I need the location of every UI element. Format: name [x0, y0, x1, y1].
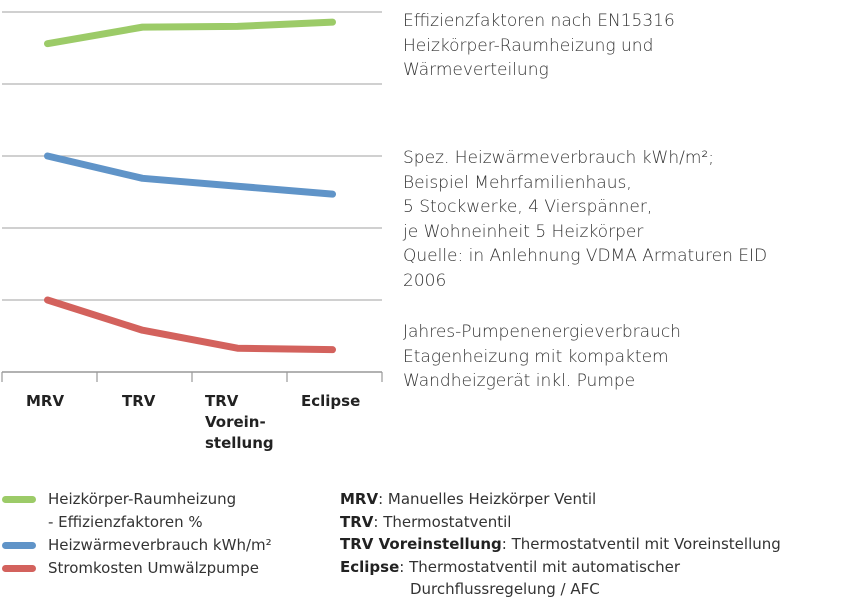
legend: Heizkörper-Raumheizung - Effizienzfaktore… — [0, 488, 272, 580]
legend-label: Heizwärmeverbrauch kWh/m² — [48, 534, 272, 557]
annotation-line: 2006 — [403, 270, 447, 291]
definition-text: : Thermostatventil mit automatischer — [399, 557, 681, 576]
annotation-line: Jahres-Pumpenenergieverbrauch — [403, 322, 681, 342]
annotation-line: Effizienzfaktoren nach EN15316 — [403, 11, 675, 31]
legend-label: Heizkörper-Raumheizung - Effizienzfaktore… — [48, 488, 236, 534]
definition: Eclipse: Thermostatventil mit automatisc… — [340, 556, 781, 579]
definition-text: : Thermostatventil — [373, 512, 512, 531]
x-tick-label: MRV — [26, 391, 64, 412]
definition-term: TRV — [340, 512, 374, 531]
series-line — [44, 296, 336, 354]
x-tick-label: TRV Vorein-stellung — [205, 391, 274, 454]
legend-label-line: - Effizienzfaktoren % — [48, 513, 203, 531]
annotation-line: Wandheizgerät inkl. Pumpe — [403, 371, 636, 391]
annotation: Jahres-Pumpenenergieverbrauch Etagenheizu… — [403, 320, 681, 394]
legend-item: Heizwärmeverbrauch kWh/m² — [0, 534, 272, 557]
definition: TRV: Thermostatventil — [340, 511, 781, 534]
legend-swatch — [2, 542, 36, 549]
legend-label-line: Stromkosten Umwälzpumpe — [48, 559, 260, 577]
x-tick-label: TRV — [122, 391, 155, 412]
annotation: Effizienzfaktoren nach EN15316 Heizkörper… — [403, 9, 675, 83]
line-chart — [1, 11, 383, 382]
definition-term: Eclipse — [340, 557, 400, 576]
x-tick-label-line: TRV — [122, 392, 156, 410]
legend-label-line: Heizwärmeverbrauch kWh/m² — [48, 536, 272, 554]
series-line — [44, 18, 336, 48]
x-tick-label-line: MRV — [26, 392, 65, 410]
definition: MRV: Manuelles Heizkörper Ventil — [340, 488, 781, 511]
annotation-line: Spez. Heizwärmeverbrauch kWh/m²; — [403, 148, 714, 168]
x-tick-label-line: TRV — [205, 392, 239, 410]
annotation: Spez. Heizwärmeverbrauch kWh/m²; Beispiel… — [403, 146, 767, 293]
x-tick-label-line: Vorein- — [205, 413, 266, 431]
x-tick-label: Eclipse — [301, 391, 360, 412]
legend-label-line: Heizkörper-Raumheizung — [48, 490, 237, 508]
annotation-line: 5 Stockwerke, 4 Vierspänner, — [403, 197, 653, 217]
annotation-line: je Wohneinheit 5 Heizkörper — [403, 221, 644, 242]
abbreviation-definitions: MRV: Manuelles Heizkörper Ventil TRV: The… — [340, 488, 781, 601]
legend-label: Stromkosten Umwälzpumpe — [48, 557, 259, 580]
annotation-line: Wärmeverteilung — [403, 60, 549, 80]
legend-swatch — [2, 496, 36, 503]
definition-text: : Thermostatventil mit Voreinstellung — [501, 535, 781, 553]
x-tick-label-line: stellung — [205, 434, 274, 452]
legend-swatch — [2, 565, 36, 572]
definition: TRV Voreinstellung: Thermostatventil mit… — [340, 533, 781, 556]
annotation-line: Etagenheizung mit kompaktem — [403, 346, 669, 367]
series-line — [44, 152, 336, 198]
definition-term: TRV Voreinstellung — [340, 535, 502, 553]
x-tick-label-line: Eclipse — [301, 392, 361, 410]
definition-text-continued: Durchflussregelung / AFC — [410, 580, 600, 598]
annotation-line: Quelle: in Anlehnung VDMA Armaturen EID — [403, 246, 768, 266]
annotation-line: Beispiel Mehrfamilienhaus, — [403, 172, 632, 193]
annotation-line: Heizkörper-Raumheizung und — [403, 35, 654, 56]
legend-item: Heizkörper-Raumheizung - Effizienzfaktore… — [0, 488, 272, 534]
definition-term: MRV — [340, 490, 379, 508]
legend-item: Stromkosten Umwälzpumpe — [0, 557, 272, 580]
definition-text: : Manuelles Heizkörper Ventil — [378, 490, 597, 508]
